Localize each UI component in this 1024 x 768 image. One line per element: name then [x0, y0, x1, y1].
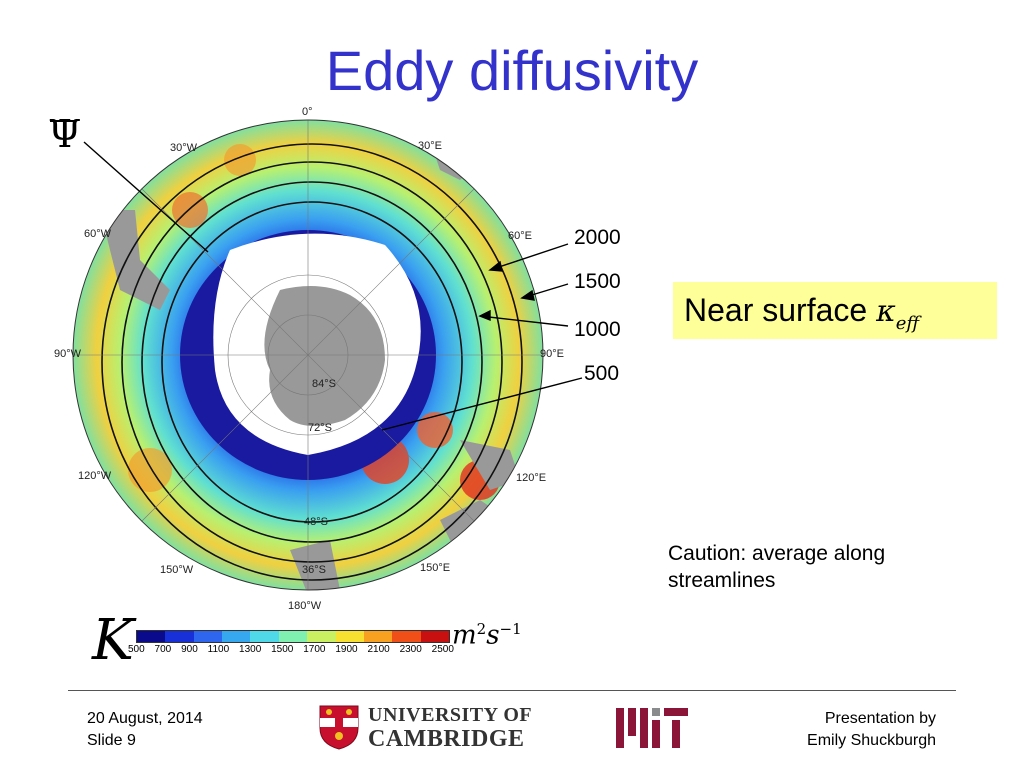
cambridge-line-1: UNIVERSITY OF [368, 704, 533, 726]
footer-date: 20 August, 2014 [87, 710, 203, 727]
colorbar-tick-label: 2300 [399, 644, 422, 655]
antarctica-landmass [264, 286, 385, 426]
lon-label-30w: 30°W [170, 142, 198, 154]
lat-label-72s: 72°S [308, 422, 332, 434]
caution-line-1: Caution: average along [668, 542, 886, 565]
colorbar-units: m2s−1 [452, 620, 522, 651]
colorbar-tick-label: 1900 [335, 644, 358, 655]
colorbar-ticks: 500 700 900 1100 1300 1500 1700 1900 2100 2300 250… [128, 644, 454, 655]
psi-symbol: Ψ [48, 112, 81, 156]
colorbar-tick-label: 1300 [239, 644, 262, 655]
units-s: s [486, 620, 500, 651]
near-surface-label: Near surface [684, 292, 877, 328]
kappa-symbol: κ [876, 294, 896, 329]
colorbar-swatch [420, 631, 449, 642]
contour-label-1000: 1000 [574, 318, 621, 341]
lon-label-60w: 60°W [84, 228, 112, 240]
colorbar-swatch [392, 631, 421, 642]
lon-label-0: 0° [302, 106, 313, 118]
kappa-subscript: eff [895, 313, 920, 334]
psi-glyph: Ψ [48, 112, 82, 156]
colorbar-tick-label: 700 [154, 644, 172, 655]
slide-title: Eddy diffusivity [325, 39, 699, 102]
colorbar-tick-label: 1500 [271, 644, 294, 655]
polar-map-graphic [72, 119, 544, 591]
units-exp-1: 2 [476, 620, 487, 638]
footer-slide-number: Slide 9 [87, 732, 136, 749]
lat-label-84s: 84°S [312, 378, 336, 390]
colorbar-tick-label: 1700 [303, 644, 326, 655]
colorbar-symbol: K [92, 608, 134, 673]
cambridge-wordmark: UNIVERSITY OF CAMBRIDGE [368, 704, 532, 752]
units-exp-2: −1 [499, 620, 522, 638]
presenter-line-2: Emily Shuckburgh [807, 732, 936, 749]
cambridge-logo: UNIVERSITY OF CAMBRIDGE [318, 704, 542, 752]
map-border [72, 119, 544, 591]
psi-overbar [50, 120, 76, 122]
polar-map: 0° 30°E 60°E 90°E 120°E 150°E 180°W 150°… [40, 100, 600, 620]
contour-label-500: 500 [584, 362, 620, 385]
graticule [73, 120, 543, 590]
colorbar-tick-label: 1100 [207, 644, 230, 655]
caution-line-2: streamlines [668, 569, 776, 592]
units-m: m [452, 620, 477, 651]
footer-left: 20 August, 2014 Slide 9 [87, 708, 203, 752]
footer-right: Presentation by Emily Shuckburgh [807, 708, 936, 752]
lon-label-120e: 120°E [516, 472, 547, 484]
footer-divider [68, 690, 956, 691]
colorbar-swatch [335, 631, 364, 642]
caution-note: Caution: average along streamlines [668, 540, 958, 594]
lon-label-150e: 150°E [420, 562, 451, 574]
lon-label-30e: 30°E [418, 140, 442, 152]
colorbar-tick-label: 2100 [367, 644, 390, 655]
colorbar-tick-label: 900 [181, 644, 198, 655]
colorbar-swatch [307, 631, 336, 642]
lon-label-120w: 120°W [78, 470, 112, 482]
lon-label-90e: 90°E [540, 348, 564, 360]
colorbar-swatch [222, 631, 251, 642]
contour-label-2000: 2000 [574, 226, 621, 249]
mit-logo [616, 708, 688, 748]
near-surface-text: Near surface κeff [684, 292, 919, 334]
colorbar [136, 630, 450, 643]
lat-label-36s: 36°S [302, 564, 326, 576]
cambridge-line-2: CAMBRIDGE [368, 726, 525, 752]
colorbar-swatch [137, 631, 166, 642]
streamline-contours [101, 143, 523, 581]
lat-label-48s: 48°S [304, 516, 328, 528]
cambridge-shield-icon [319, 705, 359, 750]
colorbar-swatch [193, 631, 223, 642]
presenter-line-1: Presentation by [824, 710, 936, 727]
lon-label-90w: 90°W [54, 348, 82, 360]
lon-label-60e: 60°E [508, 230, 532, 242]
colorbar-swatch [250, 631, 279, 642]
colorbar-swatch [363, 631, 393, 642]
colorbar-swatch [165, 631, 194, 642]
colorbar-tick-label: 500 [128, 644, 145, 655]
contour-label-1500: 1500 [574, 270, 621, 293]
colorbar-swatch [278, 631, 308, 642]
colorbar-tick-label: 2500 [431, 644, 454, 655]
near-surface-box: Near surface κeff [673, 282, 997, 339]
lon-label-150w: 150°W [160, 564, 194, 576]
lon-label-180w: 180°W [288, 600, 322, 612]
